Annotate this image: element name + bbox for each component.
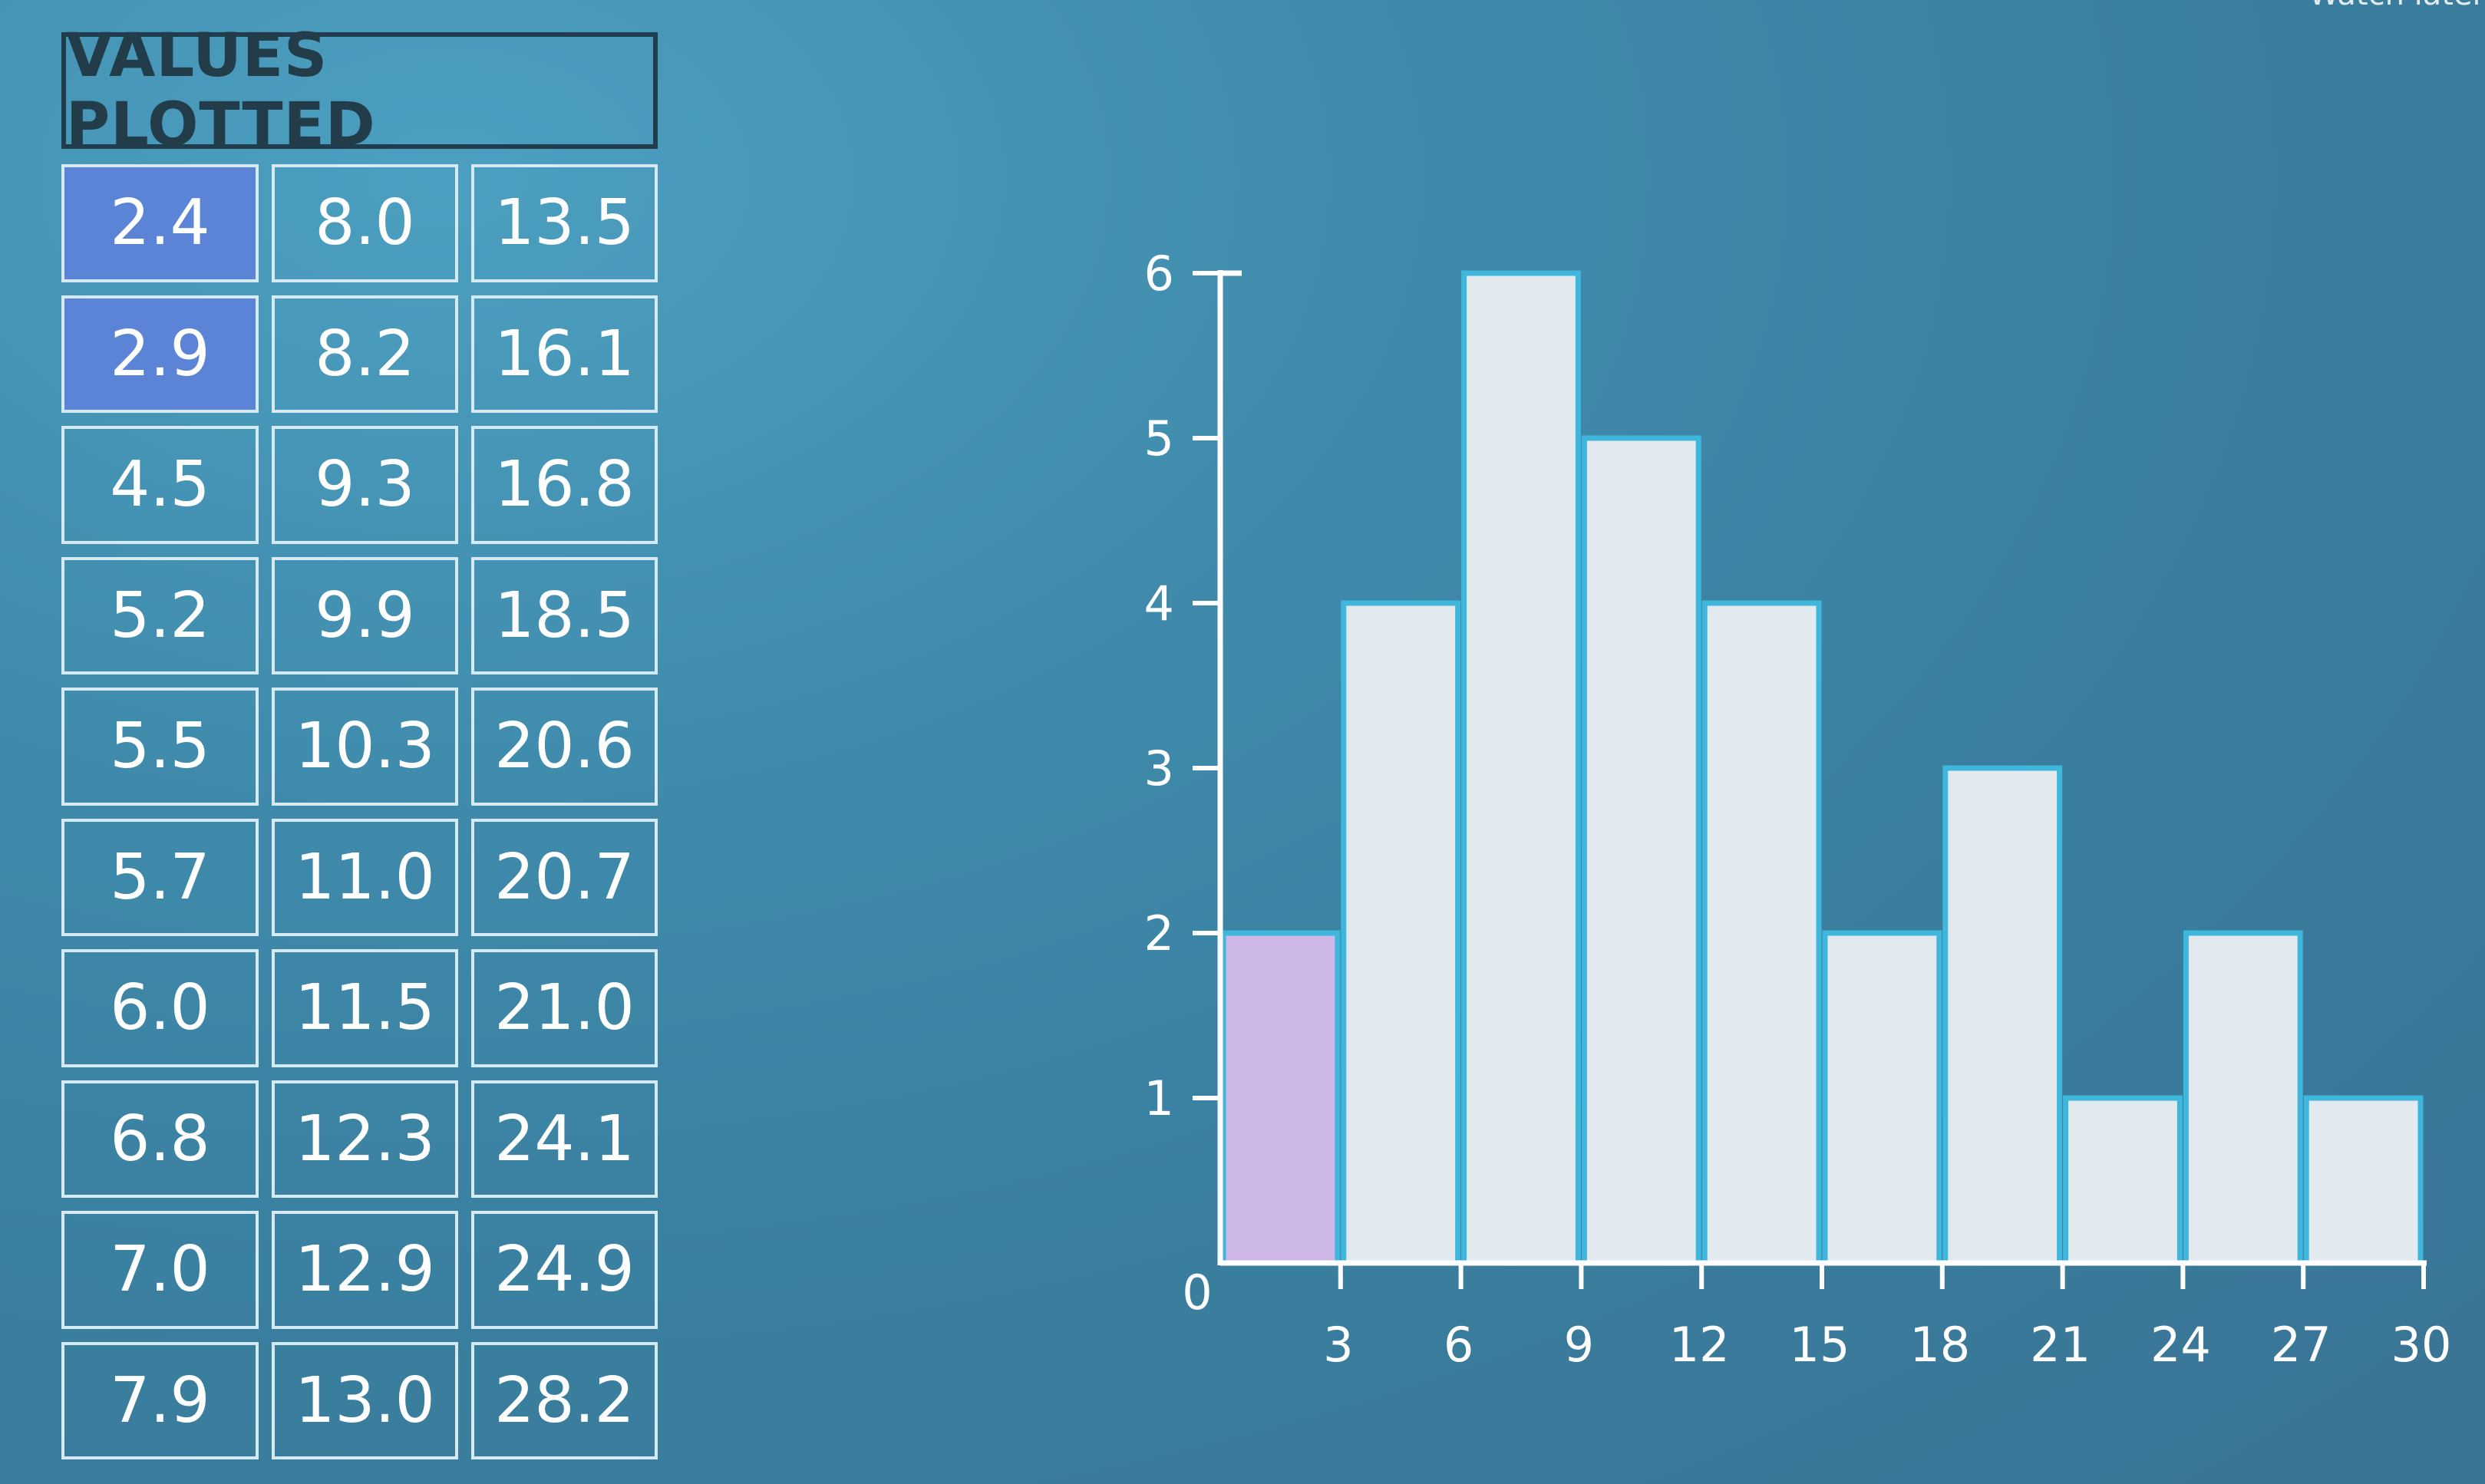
histogram-bar (2063, 1095, 2183, 1266)
origin-label: 0 (1182, 1265, 1212, 1321)
x-tick-label: 9 (1564, 1317, 1594, 1373)
histogram-bar (2183, 930, 2303, 1266)
y-tick-label: 6 (1144, 246, 1174, 302)
x-tick-label: 24 (2150, 1317, 2211, 1373)
table-cell: 5.5 (61, 688, 259, 806)
x-tick-label: 3 (1323, 1317, 1353, 1373)
x-tick-label: 18 (1909, 1317, 1970, 1373)
table-cell: 11.0 (272, 818, 458, 936)
table-cell: 10.3 (272, 688, 458, 806)
y-tick-label: 1 (1144, 1070, 1174, 1126)
table-cell: 16.8 (471, 426, 658, 544)
x-tick-label: 12 (1669, 1317, 1730, 1373)
histogram-bar (1341, 600, 1461, 1266)
table-cell: 18.5 (471, 556, 658, 674)
table-cell: 7.9 (61, 1341, 259, 1459)
table-cell: 2.9 (61, 295, 259, 413)
table-cell: 6.8 (61, 1080, 259, 1198)
table-cell: 24.1 (471, 1080, 658, 1198)
table-cell: 9.3 (272, 426, 458, 544)
table-cell: 24.9 (471, 1211, 658, 1329)
table-cell: 9.9 (272, 556, 458, 674)
histogram-bar (2303, 1095, 2424, 1266)
table-cell: 6.0 (61, 949, 259, 1067)
values-plotted-title: VALUES PLOTTED (61, 21, 658, 160)
table-cell: 5.2 (61, 556, 259, 674)
table-cell: 2.4 (61, 164, 259, 282)
histogram-bar (1220, 930, 1341, 1266)
x-tick-label: 6 (1444, 1317, 1474, 1373)
histogram-bar (1461, 270, 1581, 1266)
histogram-bar (1701, 600, 1822, 1266)
table-cell: 21.0 (471, 949, 658, 1067)
table-cell: 13.5 (471, 164, 658, 282)
histogram-bar (1942, 765, 2063, 1266)
table-cell: 16.1 (471, 295, 658, 413)
table-cell: 7.0 (61, 1211, 259, 1329)
table-cell: 12.3 (272, 1080, 458, 1198)
y-tick-label: 2 (1144, 905, 1174, 961)
y-tick-label: 4 (1144, 575, 1174, 632)
x-tick-label: 15 (1790, 1317, 1850, 1373)
histogram-bar (1581, 435, 1701, 1266)
table-cell: 8.0 (272, 164, 458, 282)
table-cell: 4.5 (61, 426, 259, 544)
table-cell: 11.5 (272, 949, 458, 1067)
table-cell: 20.7 (471, 818, 658, 936)
x-tick-label: 30 (2391, 1317, 2452, 1373)
watch-later-label[interactable]: Watch later (2308, 0, 2485, 12)
x-tick-label: 21 (2030, 1317, 2091, 1373)
y-tick-label: 3 (1144, 740, 1174, 796)
table-cell: 12.9 (272, 1211, 458, 1329)
table-cell: 20.6 (471, 688, 658, 806)
x-tick-label: 27 (2271, 1317, 2332, 1373)
table-cell: 13.0 (272, 1341, 458, 1459)
y-tick-label: 5 (1144, 411, 1174, 467)
table-cell: 28.2 (471, 1341, 658, 1459)
table-cell: 5.7 (61, 818, 259, 936)
histogram-bar (1822, 930, 1942, 1266)
table-cell: 8.2 (272, 295, 458, 413)
values-table: 2.4 8.0 13.5 2.9 8.2 16.1 4.5 9.3 16.8 5.2 9.9 18.5… (61, 164, 658, 1459)
